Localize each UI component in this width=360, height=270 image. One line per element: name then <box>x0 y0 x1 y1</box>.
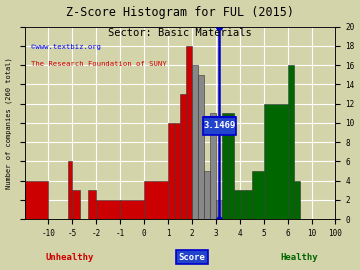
Bar <box>120 200 144 219</box>
Text: The Research Foundation of SUNY: The Research Foundation of SUNY <box>31 61 166 67</box>
Bar <box>288 65 294 219</box>
Text: Score: Score <box>179 253 206 262</box>
Bar <box>216 200 222 219</box>
Bar <box>294 181 300 219</box>
Bar <box>228 113 234 219</box>
Bar <box>198 75 204 219</box>
Text: 3.1469: 3.1469 <box>203 121 235 130</box>
Bar <box>96 200 120 219</box>
Bar <box>186 46 192 219</box>
Y-axis label: Number of companies (260 total): Number of companies (260 total) <box>5 57 12 189</box>
Title: Z-Score Histogram for FUL (2015): Z-Score Histogram for FUL (2015) <box>66 6 294 19</box>
Bar <box>192 65 198 219</box>
Bar <box>88 190 96 219</box>
Bar <box>240 190 246 219</box>
Bar <box>180 94 186 219</box>
Bar <box>222 113 228 219</box>
Bar <box>168 123 174 219</box>
Bar <box>174 123 180 219</box>
Bar <box>144 181 168 219</box>
Bar <box>210 113 216 219</box>
Text: Unhealthy: Unhealthy <box>46 253 94 262</box>
Bar <box>24 181 49 219</box>
FancyBboxPatch shape <box>203 117 236 135</box>
Bar <box>68 161 72 219</box>
Text: Sector: Basic Materials: Sector: Basic Materials <box>108 28 252 38</box>
Bar <box>204 171 210 219</box>
Text: Healthy: Healthy <box>281 253 318 262</box>
Bar <box>252 171 264 219</box>
Text: ©www.textbiz.org: ©www.textbiz.org <box>31 44 101 50</box>
Bar <box>246 190 252 219</box>
Bar <box>264 104 288 219</box>
Bar <box>234 190 240 219</box>
Bar <box>72 190 80 219</box>
